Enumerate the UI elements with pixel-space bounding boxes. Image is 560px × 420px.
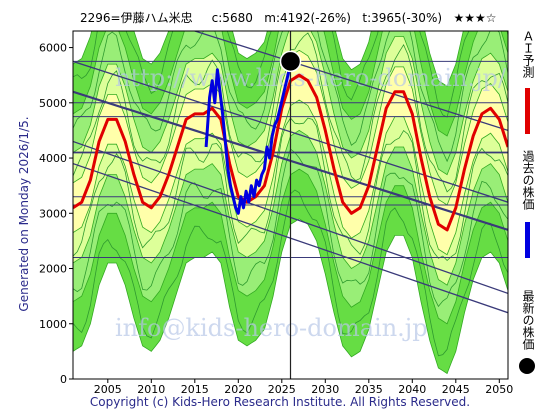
legend-ai-forecast: ＡＩ予測 bbox=[518, 30, 540, 135]
x-tick-label: 2030 bbox=[311, 383, 339, 396]
y-tick-label: 0 bbox=[60, 373, 67, 386]
watermark-email: info@kids-hero-domain.jp bbox=[115, 314, 428, 342]
plot-frame bbox=[72, 30, 509, 380]
x-tick-label: 2040 bbox=[398, 383, 426, 396]
x-tick-label: 2045 bbox=[442, 383, 470, 396]
y-tick-label: 4000 bbox=[39, 152, 67, 165]
x-axis: 2005 2010 2015 2020 2025 2030 2035 2040 2045 2050 bbox=[94, 379, 513, 396]
legend-label-past: 過去の株価 bbox=[521, 150, 535, 210]
legend-past-price: 過去の株価 bbox=[518, 150, 540, 260]
chart-title: 2296=伊藤ハム米忠 c:5680 m:4192(-26%) t:3965(-… bbox=[80, 11, 497, 25]
generated-date-text: Generated on Monday 2026/1/5. bbox=[17, 116, 31, 312]
texture-line-4 bbox=[73, 31, 508, 163]
x-tick-label: 2010 bbox=[137, 383, 165, 396]
y-tick-label: 2000 bbox=[39, 263, 67, 276]
legend-swatch-blue bbox=[525, 222, 530, 258]
legend-swatch-red bbox=[525, 88, 530, 134]
y-axis: 0 1000 2000 3000 4000 5000 6000 bbox=[39, 42, 73, 386]
copyright: Copyright (c) Kids-Hero Research Institu… bbox=[89, 395, 471, 409]
current-marker bbox=[279, 31, 302, 379]
y-tick-label: 5000 bbox=[39, 97, 67, 110]
y-tick-label: 3000 bbox=[39, 207, 67, 220]
x-tick-label: 2005 bbox=[94, 383, 122, 396]
x-tick-label: 2050 bbox=[485, 383, 513, 396]
y-tick-label: 6000 bbox=[39, 42, 67, 55]
past-price-line bbox=[204, 63, 292, 215]
legend-label-latest: 最新の株価 bbox=[521, 290, 535, 350]
latest-price-dot bbox=[279, 50, 302, 73]
legend-label-ai: ＡＩ予測 bbox=[521, 30, 535, 78]
x-tick-label: 2015 bbox=[181, 383, 209, 396]
x-tick-label: 2025 bbox=[268, 383, 296, 396]
x-tick-label: 2035 bbox=[355, 383, 383, 396]
y-tick-label: 1000 bbox=[39, 318, 67, 331]
texture-line-5 bbox=[73, 31, 508, 118]
legend-latest-price: 最新の株価 bbox=[518, 290, 540, 380]
x-tick-label: 2020 bbox=[224, 383, 252, 396]
trend-line-4 bbox=[194, 31, 508, 132]
legend-dot-black bbox=[519, 358, 535, 374]
